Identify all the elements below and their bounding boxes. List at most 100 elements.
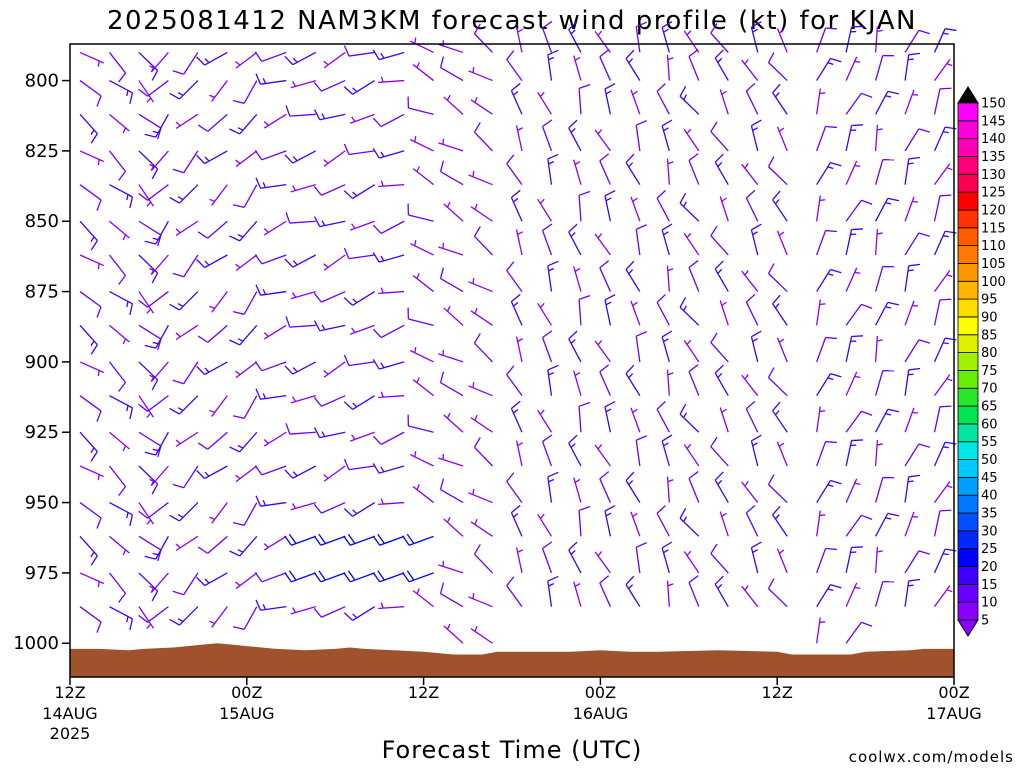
barb-staff	[904, 580, 910, 607]
barb-staff	[745, 512, 759, 537]
barb-half-flag	[632, 90, 638, 96]
wind-barb	[904, 128, 930, 152]
wind-barb	[439, 160, 464, 186]
wind-barb	[537, 91, 553, 115]
wind-barb	[816, 229, 837, 256]
barb-staff	[204, 465, 228, 480]
wind-barb	[372, 220, 405, 235]
barb-staff	[380, 431, 405, 446]
barb-staff	[109, 220, 130, 239]
wind-barb	[175, 220, 199, 236]
wind-barb	[443, 623, 464, 644]
wind-barb	[683, 30, 700, 53]
barb-staff	[745, 301, 759, 326]
wind-barb	[284, 465, 317, 479]
barb-staff	[320, 535, 346, 546]
x-tick-date: 15AUG	[219, 704, 274, 723]
barb-staff	[745, 197, 759, 222]
barb-staff	[635, 547, 641, 573]
barb-flag	[343, 612, 354, 621]
barb-flag	[318, 570, 326, 581]
wind-barb	[79, 395, 102, 422]
barb-half-flag	[942, 446, 949, 449]
wind-barb	[263, 113, 287, 129]
barb-flag	[688, 153, 699, 162]
wind-barb	[635, 331, 647, 362]
wind-barb	[719, 89, 729, 115]
barb-staff	[261, 150, 287, 161]
barb-staff	[235, 51, 258, 69]
barb-flag	[861, 514, 873, 520]
barb-flag	[129, 407, 134, 420]
colorbar-label: 20	[981, 560, 998, 575]
wind-barb	[845, 267, 861, 292]
barb-half-flag	[204, 260, 210, 266]
barb-half-flag	[321, 113, 326, 119]
barb-flag	[945, 28, 957, 32]
barb-staff	[541, 230, 553, 256]
barb-staff	[776, 126, 788, 152]
wind-barb	[138, 80, 155, 103]
y-tick-label: 900	[25, 352, 59, 373]
wind-barb	[175, 113, 199, 130]
barb-half-flag	[209, 94, 215, 98]
wind-barb	[845, 92, 873, 115]
wind-barb	[229, 113, 258, 135]
wind-barb	[630, 511, 641, 537]
barb-half-flag	[597, 551, 603, 557]
wind-barb	[372, 49, 405, 61]
wind-barb	[666, 158, 674, 185]
wind-barb	[284, 51, 317, 66]
wind-barb	[573, 581, 582, 607]
barb-staff	[474, 553, 494, 574]
barb-half-flag	[683, 94, 688, 101]
wind-barb	[741, 585, 759, 608]
barb-half-flag	[292, 471, 298, 477]
barb-staff	[679, 202, 700, 222]
barb-flag	[656, 505, 666, 514]
barb-flag	[511, 400, 521, 409]
barb-flag	[714, 364, 724, 374]
barb-staff	[934, 59, 951, 81]
barb-half-flag	[351, 223, 356, 229]
wind-barb	[468, 488, 493, 504]
wind-barb	[541, 330, 553, 363]
barb-staff	[683, 128, 700, 152]
barb-flag	[313, 503, 322, 514]
wind-barb	[933, 87, 952, 115]
barb-flag	[197, 546, 209, 554]
barb-staff	[904, 443, 920, 467]
wind-barb	[372, 570, 405, 583]
barb-half-flag	[97, 60, 100, 67]
wind-barb	[599, 575, 611, 607]
barb-staff	[289, 113, 316, 117]
barb-staff	[175, 431, 199, 447]
wind-barb	[661, 541, 673, 574]
barb-half-flag	[352, 509, 358, 515]
wind-barb	[409, 346, 434, 363]
wind-barb	[175, 431, 199, 447]
barb-flag	[172, 379, 184, 385]
wind-barb	[109, 395, 134, 420]
barb-half-flag	[548, 583, 555, 587]
barb-staff	[625, 162, 641, 186]
colorbar-label: 70	[981, 382, 998, 397]
barb-half-flag	[237, 549, 244, 553]
wind-barb	[874, 124, 883, 151]
barb-half-flag	[686, 339, 692, 345]
wind-barb	[710, 121, 729, 152]
barb-staff	[179, 606, 199, 626]
barb-staff	[321, 184, 346, 196]
wind-barb	[470, 96, 493, 115]
wind-barb	[719, 511, 729, 537]
barb-flag	[908, 474, 921, 478]
barb-half-flag	[414, 240, 417, 246]
barb-half-flag	[126, 405, 129, 412]
barb-flag	[604, 401, 616, 408]
barb-staff	[468, 70, 493, 82]
barb-flag	[255, 388, 262, 400]
barb-staff	[630, 196, 641, 222]
wind-barb	[313, 79, 346, 92]
barb-staff	[934, 585, 951, 608]
wind-barb	[284, 150, 317, 164]
